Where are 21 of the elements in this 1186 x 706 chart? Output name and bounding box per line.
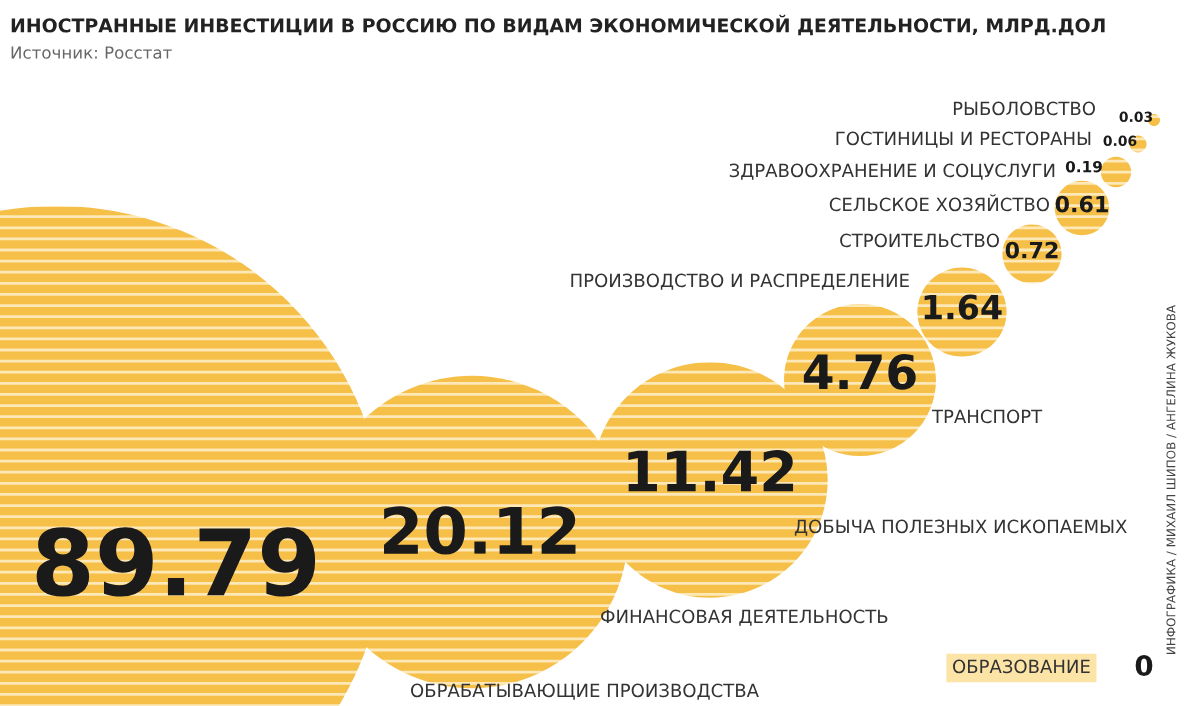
data-label: 0.72 <box>1005 241 1058 259</box>
data-label: 89.79 <box>36 527 316 597</box>
text: ИНОСТРАННЫЕ ИНВЕСТИЦИИ В РОССИЮ ПО ВИДАМ ЭКОНОМИЧЕСКОЙ ДЕЯТЕЛЬНОСТИ, МЛРД.ДОЛ <box>11 14 1105 36</box>
data-label: 1.64 <box>924 294 1002 320</box>
category-label: ЗДРАВООХРАНЕНИЕ И СОЦУСЛУГИ <box>729 163 1055 180</box>
category-label: СЕЛЬСКОЕ ХОЗЯЙСТВО <box>829 194 1049 212</box>
category-label: ДОБЫЧА ПОЛЕЗНЫХ ИСКОПАЕМЫХ <box>794 519 1127 536</box>
text: Источник: Росстат <box>11 46 172 59</box>
data-label: 0 <box>1135 655 1153 677</box>
category-label: СТРОИТЕЛЬСТВО <box>840 233 999 248</box>
data-label: 4.76 <box>803 354 916 390</box>
category-label: ФИНАНСОВАЯ ДЕЯТЕЛЬНОСТЬ <box>601 609 888 626</box>
category-label: ПРОИЗВОДСТВО И РАСПРЕДЕЛЕНИЕ <box>571 273 909 290</box>
category-label: РЫБОЛОВСТВО <box>953 101 1095 116</box>
data-label: 11.42 <box>628 450 794 492</box>
category-label: ОБРАЗОВАНИЕ <box>953 659 1090 674</box>
category-label: ГОСТИНИЦЫ И РЕСТОРАНЫ <box>836 131 1091 148</box>
category-label: ОБРАБАТЫВАЮЩИЕ ПРОИЗВОДСТВА <box>411 683 759 700</box>
data-label: 20.12 <box>384 506 576 555</box>
data-label: 0.61 <box>1055 195 1108 213</box>
category-label: ТРАНСПОРТ <box>931 409 1043 424</box>
